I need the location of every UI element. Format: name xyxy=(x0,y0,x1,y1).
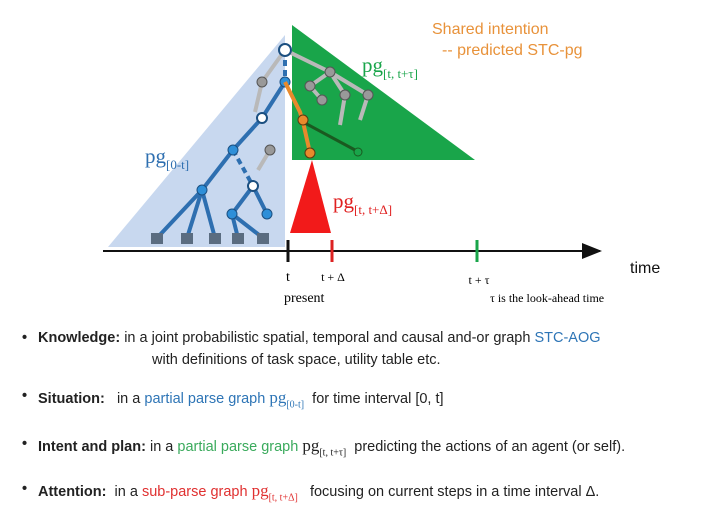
bullet: • Knowledge: in a joint probabilistic spa… xyxy=(22,330,601,346)
bullet-text: predicting the actions of an agent (or s… xyxy=(354,439,626,455)
diagram: Shared intention -- predicted STC-pg pg[… xyxy=(103,21,660,306)
attention-region xyxy=(290,160,331,233)
tick-label: t + Δ xyxy=(321,270,345,284)
bullet-highlight: partial parse graph xyxy=(144,391,266,407)
bullet-text: in a xyxy=(149,439,174,455)
bullet-text: in a xyxy=(116,391,141,407)
pg-label: pg[t, t+τ] xyxy=(362,53,418,81)
tick-label: t xyxy=(286,270,290,285)
text: pg xyxy=(333,189,355,213)
text: pg xyxy=(145,144,167,168)
bullet-term: Situation: xyxy=(38,391,105,407)
intention-title: Shared intention xyxy=(432,21,549,38)
text: pg xyxy=(302,436,320,455)
intention-subtitle: -- predicted STC-pg xyxy=(442,42,583,59)
tick-label: t + τ xyxy=(469,273,490,287)
pg-label: pg[t, t+τ] xyxy=(302,436,347,459)
text: [t, t+Δ] xyxy=(268,492,298,504)
bullet-text: with definitions of task space, utility … xyxy=(152,352,441,368)
text: [0-t] xyxy=(166,157,189,172)
future-nodes xyxy=(256,66,374,156)
bullet-text: for time interval [0, t] xyxy=(312,391,444,407)
bullet: • Situation: in a partial parse graph pg[… xyxy=(22,388,444,411)
text: [t, t+Δ] xyxy=(354,202,392,217)
present-label: present xyxy=(284,291,325,306)
text: pg xyxy=(251,481,269,500)
leaf-actions xyxy=(151,233,269,244)
past-region xyxy=(108,35,285,247)
past-open-nodes xyxy=(247,43,292,192)
current-path xyxy=(283,81,363,159)
bullet-text: focusing on current steps in a time inte… xyxy=(309,484,600,500)
text: pg xyxy=(269,388,287,407)
pg-label: pg[0-t] xyxy=(269,388,305,411)
bullet-term: Attention: xyxy=(38,484,107,500)
bullet-highlight: STC-AOG xyxy=(534,330,601,346)
text: [t, t+τ] xyxy=(383,66,418,81)
bullet-term: Intent and plan: xyxy=(38,439,146,455)
text: pg xyxy=(362,53,384,77)
pg-label: pg[t, t+Δ] xyxy=(251,481,298,504)
pg-label: pg[t, t+Δ] xyxy=(333,189,392,217)
bullet-highlight: sub-parse graph xyxy=(141,484,248,500)
bullet: • Attention: in a sub-parse graph pg[t, t… xyxy=(22,481,600,504)
bullet-text: in a joint probabilistic spatial, tempor… xyxy=(124,330,531,346)
pg-label: pg[0-t] xyxy=(145,144,189,172)
bullet: • Intent and plan: in a partial parse gra… xyxy=(22,436,626,459)
lookahead-note: τ is the look-ahead time xyxy=(490,291,604,305)
bullet-highlight: partial parse graph xyxy=(177,439,299,455)
text: [t, t+τ] xyxy=(319,447,347,459)
bullet-text: in a xyxy=(114,484,138,500)
bullet-term: Knowledge: xyxy=(38,330,121,346)
axis-label: time xyxy=(630,260,660,277)
future-region xyxy=(292,25,475,160)
text: [0-t] xyxy=(286,399,305,411)
